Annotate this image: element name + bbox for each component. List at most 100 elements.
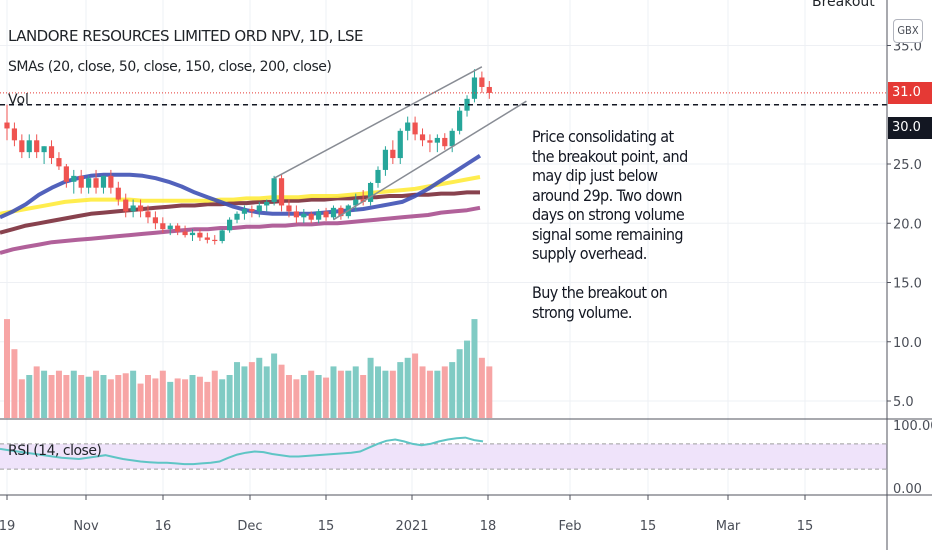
candle-body <box>271 178 277 202</box>
symbol-title[interactable]: LANDORE RESOURCES LIMITED ORD NPV, 1D, L… <box>8 27 364 45</box>
candle-body <box>145 211 151 218</box>
volume-bar <box>122 373 129 418</box>
rsi-tick-label: 0.00 <box>893 482 922 497</box>
sma20-line <box>0 154 482 220</box>
candle-body <box>11 128 18 141</box>
volume-bar <box>441 366 448 418</box>
candle-body <box>278 178 285 206</box>
sma200-line <box>0 205 481 255</box>
volume-bar <box>352 366 359 418</box>
volume-bar <box>196 376 203 418</box>
p1-line: around 29p. Two down <box>532 185 682 205</box>
annotation-paragraph-2: Buy the breakout on strong volume. <box>532 283 702 322</box>
candle-body <box>486 86 492 93</box>
sma-legend[interactable]: SMAs (20, close, 50, close, 150, close, … <box>8 59 332 75</box>
rsi-band <box>0 443 887 470</box>
volume-bar <box>248 362 255 418</box>
candle-body <box>212 239 218 242</box>
volume-bar <box>464 340 471 418</box>
candle-body <box>219 230 225 242</box>
volume-bar <box>449 362 456 418</box>
breakout-price-tag: 30.0 <box>888 116 932 139</box>
volume-bar <box>55 370 62 418</box>
volume-bar <box>189 375 196 418</box>
volume-legend[interactable]: Vol <box>8 92 29 108</box>
volume-bar <box>26 375 33 418</box>
volume-bar <box>486 366 493 418</box>
volume-bar <box>107 379 114 418</box>
candle-body <box>137 205 144 212</box>
candle-body <box>457 110 463 131</box>
candle-body <box>256 205 262 212</box>
candle-body <box>189 232 196 236</box>
currency-button[interactable]: GBX <box>893 19 923 43</box>
volume-bar <box>115 375 122 418</box>
volume-bar <box>70 370 77 418</box>
volume-bar <box>345 370 352 418</box>
volume-bar <box>137 383 144 418</box>
volume-bar <box>271 353 278 418</box>
time-tick-label: Mar <box>716 519 741 534</box>
candle-body <box>375 169 381 183</box>
candle-body <box>93 178 99 188</box>
candle-body <box>405 122 411 131</box>
candle-body <box>115 187 121 200</box>
volume-bar <box>382 370 389 418</box>
time-tick-label: 15 <box>640 519 657 534</box>
candle-body <box>367 182 374 202</box>
volume-bar <box>360 375 367 418</box>
volume-bar <box>412 353 419 418</box>
candle-body <box>4 122 10 129</box>
volume-bar <box>397 362 404 418</box>
last-price-tag: 31.0 <box>888 81 932 104</box>
p1-line: signal some remaining <box>532 224 684 244</box>
candle-body <box>293 211 299 218</box>
candle-body <box>308 213 314 220</box>
candle-body <box>108 175 114 188</box>
volume-bar <box>234 362 241 418</box>
volume-bar <box>471 319 478 418</box>
volume-bar <box>78 375 85 418</box>
volume-bar <box>18 379 25 418</box>
volume-bar <box>278 364 285 418</box>
sma150-line <box>0 190 480 235</box>
volume-bar <box>152 378 159 418</box>
candle-body <box>41 146 47 153</box>
volume-bar <box>308 370 315 418</box>
volume-bar <box>93 370 100 418</box>
candle-body <box>175 225 181 232</box>
volume-bar <box>315 375 322 418</box>
volume-bar <box>167 381 174 418</box>
p1-line: the breakout point, and <box>532 146 688 166</box>
time-tick-label: Nov <box>73 519 99 534</box>
candle-body <box>390 149 396 159</box>
candle-body <box>100 175 107 188</box>
sma50-line <box>0 175 481 216</box>
time-tick-label: 16 <box>155 519 172 534</box>
rsi-line <box>0 436 484 466</box>
time-tick-label: Dec <box>237 519 262 534</box>
candle-body <box>56 158 62 167</box>
volume-bar <box>174 378 181 418</box>
rsi-legend[interactable]: RSI (14, close) <box>8 443 102 459</box>
candle-body <box>71 175 77 182</box>
volume-bar <box>4 319 10 418</box>
volume-bar <box>211 370 218 418</box>
volume-bar <box>144 375 151 418</box>
volume-bar <box>130 370 137 418</box>
volume-bar <box>41 370 48 418</box>
candle-body <box>34 140 40 153</box>
trendline <box>273 66 483 179</box>
candle-body <box>63 166 69 182</box>
volume-bar <box>182 379 189 418</box>
price-tick-label: 25.0 <box>893 158 922 173</box>
volume-bar <box>226 375 233 418</box>
time-tick-label: 18 <box>480 519 497 534</box>
volume-bar <box>419 366 426 418</box>
candle-body <box>167 225 173 230</box>
candle-body <box>427 140 433 143</box>
candle-body <box>301 213 307 218</box>
candle-body <box>316 211 322 220</box>
time-tick-label: 15 <box>318 519 335 534</box>
